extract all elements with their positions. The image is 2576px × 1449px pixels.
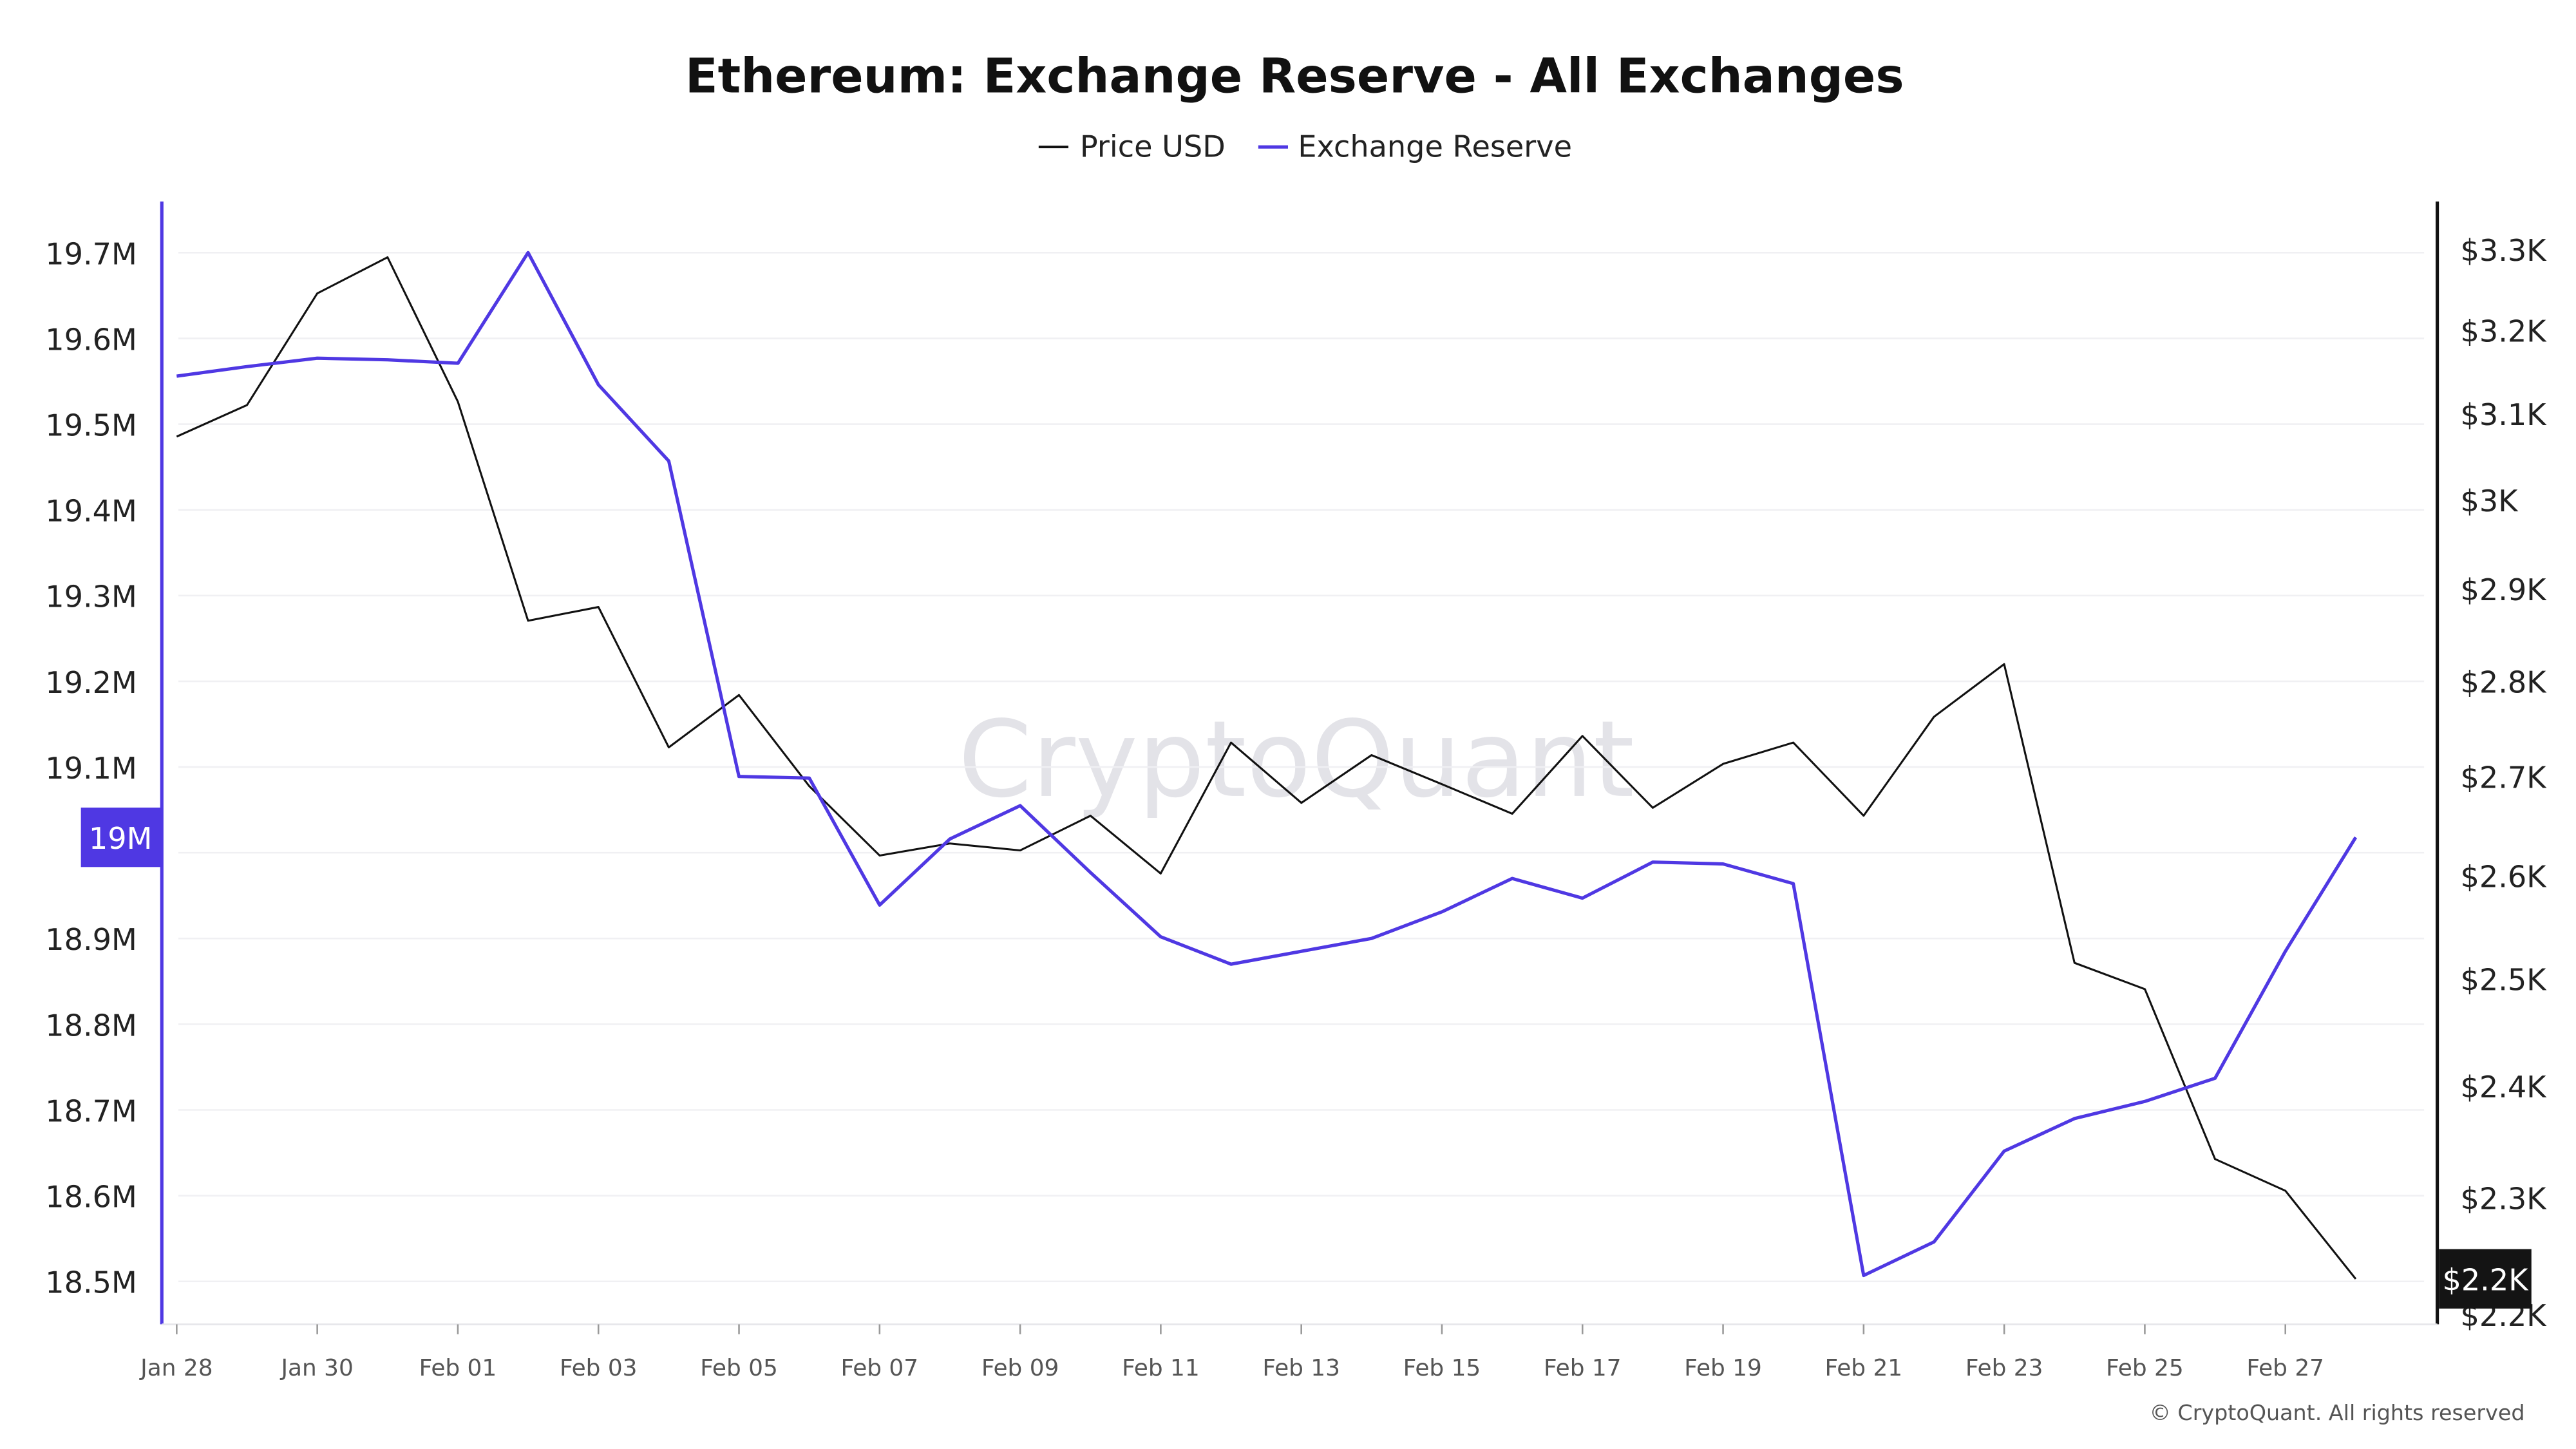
data-point <box>809 778 810 779</box>
x-tick-label: Feb 01 <box>419 1355 497 1381</box>
left-tick-label: 19.1M <box>45 751 137 786</box>
chart-title: Ethereum: Exchange Reserve - All Exchang… <box>685 48 1904 104</box>
exchange-reserve-line <box>176 251 2358 1278</box>
legend: Price USD Exchange Reserve <box>1038 129 1572 164</box>
left-tick-label: 18.6M <box>45 1180 137 1215</box>
legend-label-reserve[interactable]: Exchange Reserve <box>1298 129 1572 164</box>
x-tick-label: Feb 03 <box>560 1355 638 1381</box>
right-tick-label: $2.6K <box>2461 860 2548 895</box>
x-tick-label: Feb 23 <box>1965 1355 2043 1381</box>
copyright: © CryptoQuant. All rights reserved <box>2150 1400 2525 1425</box>
right-tick-label: $2.9K <box>2461 573 2548 607</box>
data-point <box>1301 951 1302 952</box>
data-point <box>527 620 529 621</box>
data-point <box>598 384 599 385</box>
left-tick-label: 19.7M <box>45 236 137 271</box>
data-point <box>809 786 810 787</box>
x-tick-label: Feb 25 <box>2106 1355 2184 1381</box>
x-tick-label: Feb 15 <box>1403 1355 1481 1381</box>
watermark: CryptoQuant <box>958 698 1634 821</box>
data-point <box>2285 951 2286 952</box>
x-tick-label: Jan 28 <box>139 1355 213 1381</box>
x-tick-label: Feb 07 <box>841 1355 919 1381</box>
left-current-label: 19M <box>89 821 153 856</box>
left-tick-label: 19.2M <box>45 665 137 700</box>
right-tick-label: $2.8K <box>2461 665 2548 699</box>
left-tick-label: 19.5M <box>45 408 137 442</box>
x-tick-label: Feb 21 <box>1825 1355 1903 1381</box>
x-tick-label: Feb 09 <box>981 1355 1059 1381</box>
data-point <box>1511 813 1513 814</box>
data-point <box>176 375 177 377</box>
x-tick-label: Feb 05 <box>700 1355 778 1381</box>
left-tick-label: 18.8M <box>45 1008 137 1043</box>
x-tick-label: Feb 27 <box>2246 1355 2324 1381</box>
right-tick-label: $2.3K <box>2461 1182 2548 1217</box>
data-point <box>1019 850 1021 851</box>
x-tick-label: Feb 17 <box>1544 1355 1622 1381</box>
right-tick-label: $2.5K <box>2461 963 2548 998</box>
left-tick-label: 18.5M <box>45 1265 137 1300</box>
legend-label-price[interactable]: Price USD <box>1080 129 1226 164</box>
left-tick-label: 19.4M <box>45 494 137 529</box>
data-point <box>1582 735 1583 736</box>
data-point <box>1441 784 1443 785</box>
data-point <box>1160 873 1161 874</box>
left-tick-label: 19.3M <box>45 580 137 614</box>
data-point <box>949 838 951 840</box>
price-usd-line <box>176 256 2357 1280</box>
data-point <box>2003 663 2005 665</box>
data-point <box>527 252 529 253</box>
left-tick-label: 18.9M <box>45 922 137 957</box>
right-tick-label: $2.4K <box>2461 1070 2548 1104</box>
right-tick-label: $3.1K <box>2461 397 2548 432</box>
data-point <box>1160 936 1161 937</box>
right-tick-label: $3.3K <box>2461 233 2548 268</box>
x-tick-label: Jan 30 <box>279 1355 353 1381</box>
data-point <box>1090 815 1091 816</box>
data-point <box>1511 878 1513 879</box>
right-tick-label: $3.2K <box>2461 314 2548 349</box>
data-point <box>949 843 951 844</box>
x-tick-label: Feb 19 <box>1684 1355 1762 1381</box>
right-current-badge <box>2439 1249 2532 1309</box>
x-tick-label: Feb 13 <box>1262 1355 1340 1381</box>
left-tick-label: 18.7M <box>45 1094 137 1128</box>
data-point <box>668 460 669 462</box>
right-tick-label: $2.7K <box>2461 761 2548 795</box>
data-point <box>457 363 459 364</box>
data-point <box>1301 802 1302 803</box>
right-tick-label: $3K <box>2461 484 2519 518</box>
data-point <box>668 747 669 748</box>
data-point <box>1441 911 1443 913</box>
left-tick-label: 19.6M <box>45 322 137 357</box>
right-current-label: $2.2K <box>2442 1263 2529 1298</box>
x-tick-label: Feb 11 <box>1122 1355 1200 1381</box>
left-current-badge <box>80 808 162 867</box>
